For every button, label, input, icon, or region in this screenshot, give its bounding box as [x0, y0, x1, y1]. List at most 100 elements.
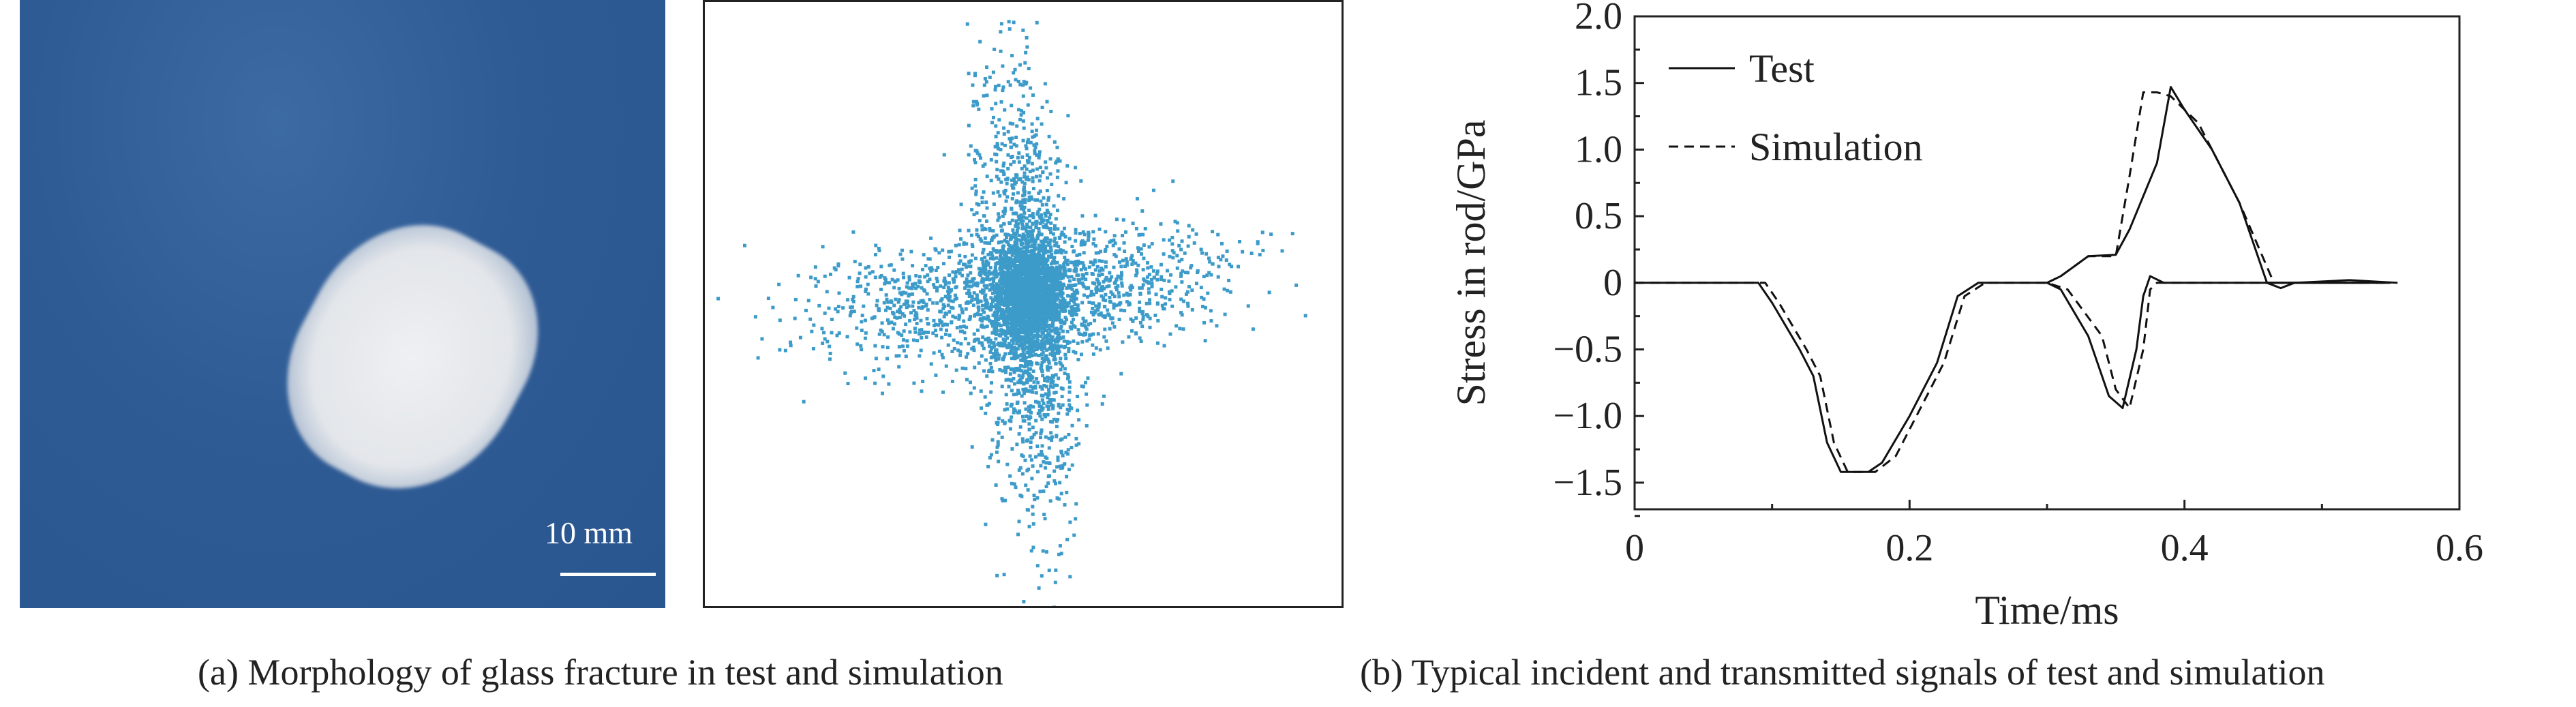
fragment-point	[1162, 307, 1166, 311]
fragment-point	[1014, 322, 1018, 326]
fragment-point	[823, 311, 827, 315]
fragment-point	[905, 305, 909, 310]
fragment-point	[1010, 104, 1014, 108]
fragment-point	[1072, 296, 1076, 300]
fragment-point	[1140, 286, 1144, 290]
fragment-point	[1027, 345, 1031, 349]
fragment-point	[1021, 224, 1025, 228]
fragment-point	[1020, 303, 1025, 307]
fragment-point	[1010, 347, 1014, 351]
fragment-point	[939, 284, 943, 288]
fragment-point	[1098, 348, 1102, 352]
fragment-point	[1029, 385, 1033, 389]
fragment-point	[1031, 228, 1035, 232]
fragment-point	[1041, 220, 1045, 224]
fragment-point	[1023, 61, 1027, 65]
fragment-point	[943, 276, 947, 280]
fragment-point	[1089, 322, 1093, 326]
fragment-point	[983, 256, 987, 260]
fragment-point	[1063, 267, 1067, 271]
fragment-point	[1014, 240, 1018, 244]
fragment-point	[1018, 313, 1022, 317]
fragment-point	[979, 313, 983, 317]
fragment-point	[1142, 256, 1146, 260]
fragment-point	[1072, 292, 1076, 297]
fragment-point	[1049, 285, 1053, 289]
fragment-point	[982, 190, 986, 194]
fragment-point	[1140, 252, 1144, 256]
fragment-point	[1025, 415, 1029, 419]
fragment-point	[1020, 282, 1024, 286]
fragment-point	[1061, 364, 1065, 368]
fragment-point	[858, 262, 862, 267]
fragment-point	[1128, 292, 1132, 297]
fragment-point	[1098, 288, 1102, 292]
fragment-point	[981, 335, 985, 339]
fragment-point	[1082, 232, 1087, 237]
fragment-point	[1209, 273, 1213, 277]
fragment-point	[904, 299, 908, 303]
fragment-point	[968, 291, 972, 295]
fragment-point	[1095, 285, 1099, 289]
fragment-point	[1070, 423, 1074, 427]
fragment-point	[1187, 235, 1191, 239]
fragment-point	[1043, 211, 1047, 215]
fragment-point	[879, 288, 883, 292]
fragment-point	[864, 287, 868, 291]
fragment-point	[995, 153, 999, 157]
fragment-point	[828, 344, 832, 348]
y-axis-label: Stress in rod/GPa	[1449, 120, 1494, 406]
fragment-point	[1037, 404, 1042, 408]
fragment-point	[1034, 253, 1038, 257]
fragment-point	[1003, 282, 1007, 286]
fragment-point	[837, 331, 841, 335]
fragment-point	[1061, 453, 1065, 457]
fragment-point	[1049, 419, 1053, 423]
fragment-point	[1007, 259, 1011, 263]
fragment-point	[1081, 283, 1085, 287]
fragment-point	[1180, 239, 1184, 243]
fragment-point	[911, 264, 915, 268]
fragment-point	[834, 307, 838, 311]
fragment-point	[1015, 173, 1019, 177]
fragment-point	[987, 370, 991, 374]
fragment-point	[888, 263, 892, 267]
fragment-point	[1038, 385, 1042, 389]
fragment-point	[1258, 253, 1262, 257]
fragment-point	[834, 268, 838, 272]
fragment-point	[935, 333, 939, 337]
fragment-point	[1022, 600, 1026, 604]
fragment-point	[1012, 192, 1016, 196]
fragment-point	[804, 308, 808, 312]
fragment-point	[1049, 110, 1053, 114]
fragment-point	[1179, 297, 1183, 301]
fragment-point	[1043, 275, 1047, 280]
fragment-point	[1036, 312, 1040, 316]
fragment-point	[1027, 327, 1031, 331]
fragment-point	[877, 367, 881, 372]
fragment-point	[994, 318, 998, 322]
fragment-point	[885, 305, 890, 310]
x-tick-label: 0	[1625, 527, 1644, 569]
fragment-point	[903, 314, 907, 318]
fragment-point	[978, 40, 982, 44]
fragment-point	[1074, 436, 1078, 440]
fragment-point	[1076, 357, 1080, 361]
fragment-point	[870, 270, 875, 274]
fragment-point	[980, 196, 984, 200]
fragment-point	[1147, 298, 1151, 302]
fragment-point	[1014, 335, 1018, 339]
fragment-point	[1049, 378, 1053, 382]
fragment-point	[1147, 291, 1151, 295]
fragment-point	[789, 344, 793, 348]
fragment-point	[1020, 269, 1025, 273]
fragment-point	[988, 277, 992, 282]
fragment-point	[1031, 336, 1035, 340]
fragment-point	[1117, 318, 1121, 322]
fragment-point	[1094, 290, 1098, 294]
fragment-point	[936, 266, 940, 270]
fragment-point	[986, 317, 990, 321]
fragment-point	[986, 252, 990, 256]
fragment-point	[1102, 305, 1106, 309]
fragment-point	[1037, 275, 1042, 280]
